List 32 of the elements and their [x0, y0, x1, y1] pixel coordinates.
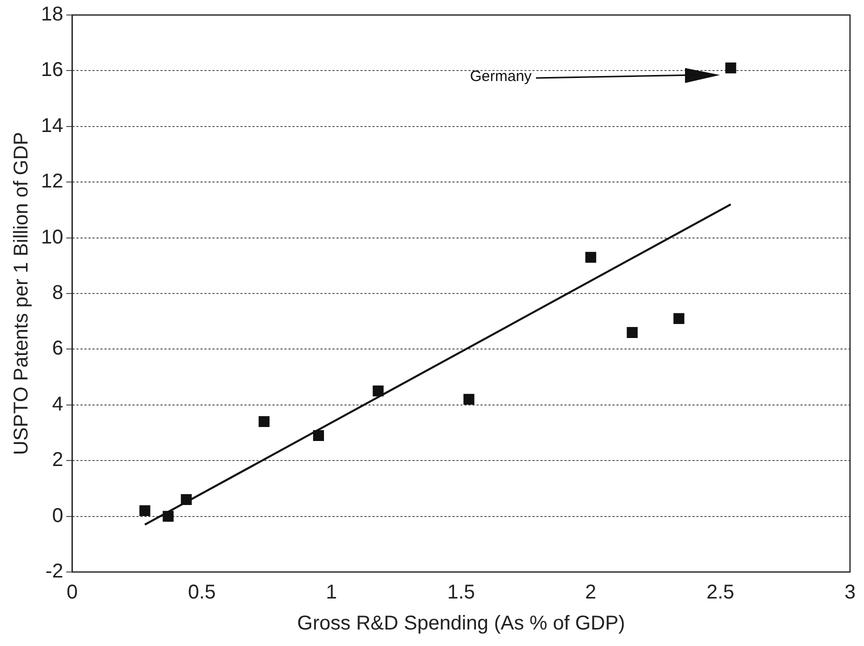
point [258, 416, 270, 428]
x-tick-label: 2 [585, 582, 596, 604]
point [139, 505, 150, 516]
point [313, 430, 324, 441]
y-tick-label: 18 [40, 4, 64, 26]
point [673, 313, 684, 324]
point [626, 327, 638, 338]
point [372, 386, 384, 396]
point [162, 510, 174, 522]
y-axis-title: USPTO Patents per 1 Billion of GDP [10, 132, 33, 456]
point [463, 394, 474, 405]
y-tick-label: 14 [40, 114, 64, 137]
y-tick-label: 8 [52, 282, 64, 304]
x-tick-label: 3 [844, 582, 856, 604]
y-tick-label: -2 [45, 560, 64, 583]
y-tick-label: 12 [40, 170, 64, 193]
y-tick-label: 6 [52, 338, 64, 360]
y-tick-label: 4 [52, 393, 64, 416]
y-tick-label: 0 [52, 504, 64, 527]
point [585, 252, 596, 263]
y-tick-label: 10 [40, 226, 64, 248]
x-axis-title: Gross R&D Spending (As % of GDP) [297, 612, 626, 635]
point [725, 62, 736, 74]
y-tick-label: 16 [40, 59, 64, 82]
x-tick-label: 0.5 [188, 582, 216, 604]
x-tick-label: 1.5 [447, 582, 476, 604]
y-tick-label: 2 [52, 449, 64, 472]
x-tick-label: 2.5 [706, 582, 734, 604]
point [180, 494, 192, 506]
annotation: Germany [470, 68, 532, 85]
x-tick-label: 0 [66, 582, 78, 604]
x-tick-label: 1 [326, 582, 338, 604]
